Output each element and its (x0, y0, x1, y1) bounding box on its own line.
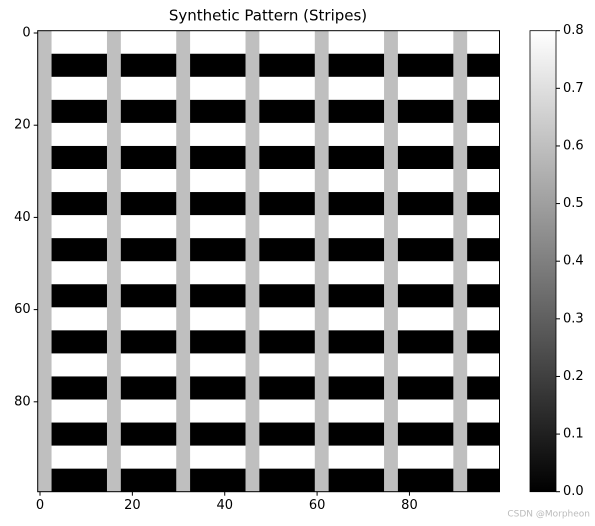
image-region (176, 30, 191, 492)
image-region (245, 30, 260, 492)
x-tick-label: 0 (36, 498, 44, 513)
x-tick-label: 80 (401, 498, 418, 513)
watermark: CSDN @Morpheon (507, 510, 590, 520)
x-tick-label: 60 (309, 498, 326, 513)
colorbar-tick-label: 0.4 (563, 254, 584, 269)
colorbar-tick-label: 0.7 (563, 81, 584, 96)
image-region (37, 30, 52, 492)
x-tick-label: 20 (124, 498, 141, 513)
colorbar-tick-label: 0.6 (563, 138, 584, 153)
colorbar-tick-label: 0.8 (563, 23, 584, 38)
y-tick-label: 60 (14, 302, 31, 317)
image-region (106, 30, 121, 492)
image-region (384, 30, 398, 492)
axes-frame (37, 30, 500, 493)
colorbar (529, 30, 557, 493)
colorbar-tick-label: 0.2 (563, 369, 584, 384)
image-region (314, 30, 329, 492)
colorbar-tick-label: 0.1 (563, 427, 584, 442)
colorbar-tick-label: 0.3 (563, 311, 584, 326)
x-tick-label: 40 (216, 498, 233, 513)
y-tick-label: 20 (14, 118, 31, 133)
colorbar-tick-label: 0.5 (563, 196, 584, 211)
chart-title: Synthetic Pattern (Stripes) (169, 7, 367, 25)
image-region (453, 30, 468, 492)
y-tick-label: 40 (14, 210, 31, 225)
y-tick-label: 80 (14, 394, 31, 409)
colorbar-tick-label: 0.0 (563, 484, 584, 499)
y-tick-label: 0 (22, 26, 30, 41)
